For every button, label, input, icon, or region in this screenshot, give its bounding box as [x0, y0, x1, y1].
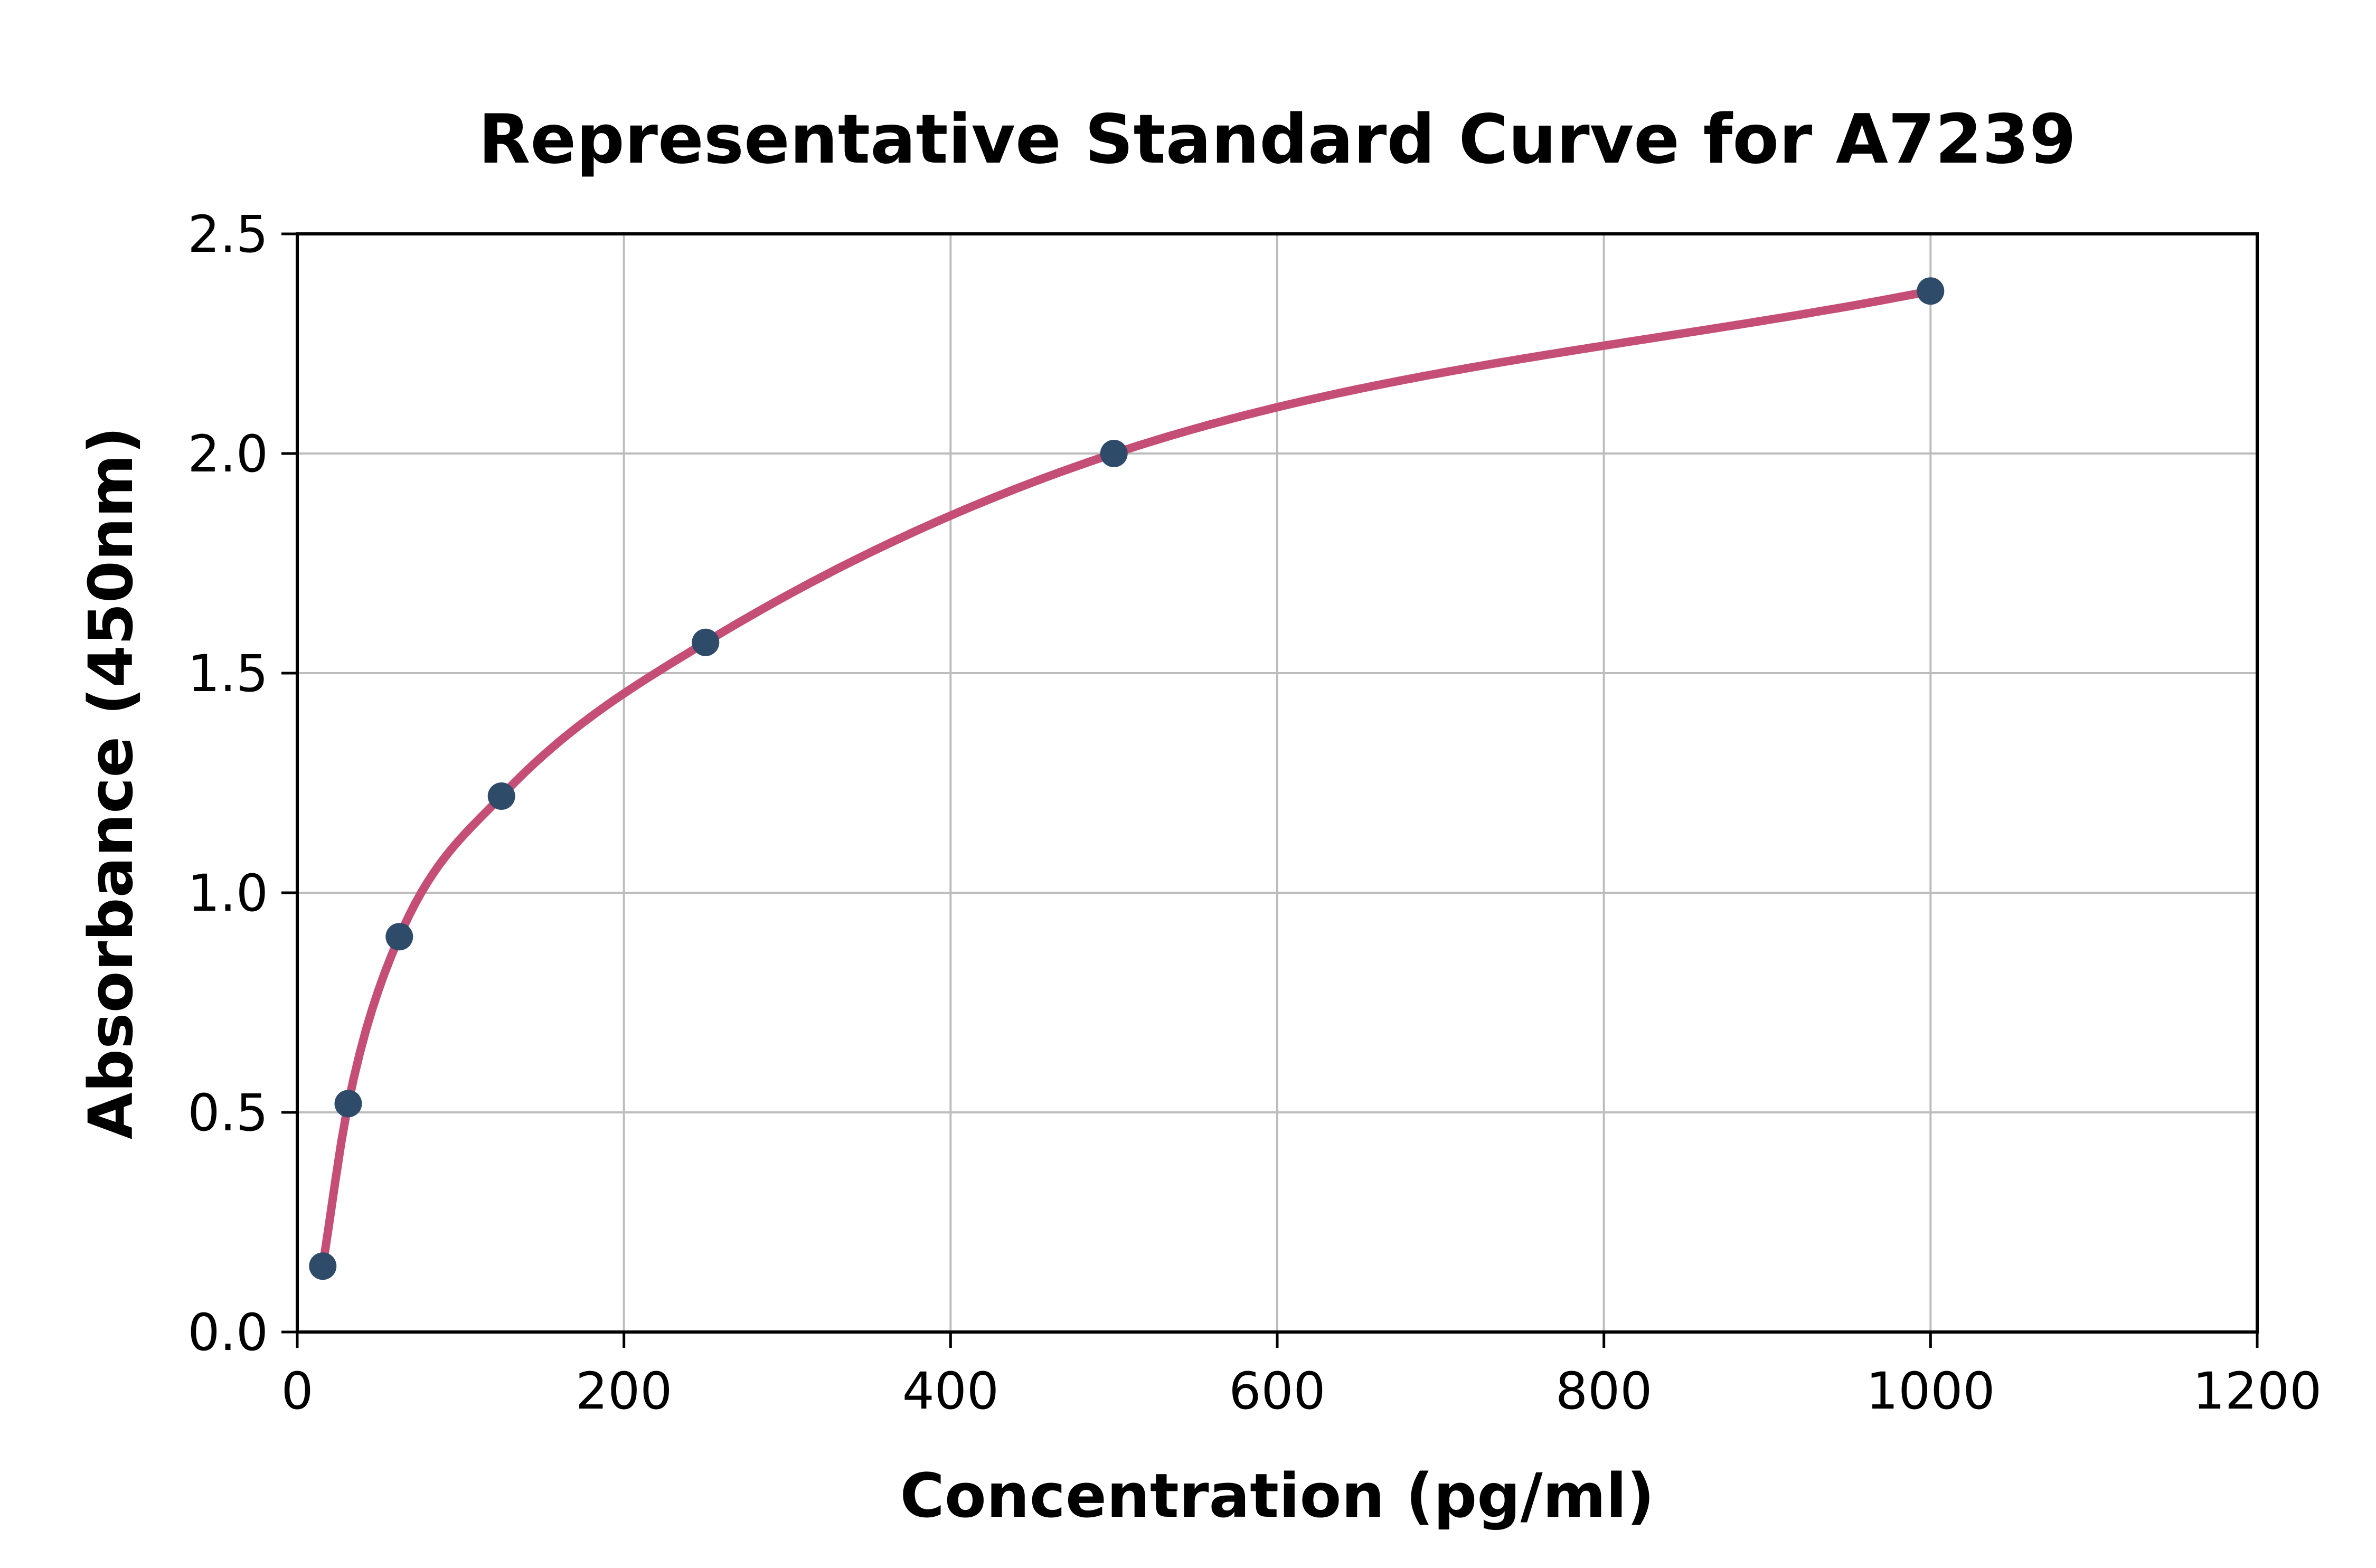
- x-tick-label-0: 0: [281, 1362, 313, 1421]
- x-tick-label-600: 600: [1229, 1362, 1325, 1421]
- y-tick-label-2.5: 2.5: [187, 205, 268, 264]
- data-point-62.5: [385, 923, 413, 951]
- y-tick-label-0.0: 0.0: [187, 1303, 268, 1362]
- x-tick-label-1000: 1000: [1866, 1362, 1995, 1421]
- y-axis-label: Absorbance (450nm): [76, 427, 147, 1139]
- data-point-125: [487, 782, 515, 810]
- x-tick-label-400: 400: [902, 1362, 999, 1421]
- data-point-15.6: [309, 1252, 337, 1280]
- x-axis-label: Concentration (pg/ml): [900, 1461, 1655, 1532]
- data-points: [309, 277, 1945, 1280]
- tick-labels: 0 200 400 600 800 1000 1200 0.0 0.5 1.0 1.5 2.0 2.5: [187, 205, 2322, 1421]
- x-tick-label-200: 200: [576, 1362, 672, 1421]
- tick-marks: [281, 232, 2259, 1348]
- fitted-curve-line: [318, 287, 1935, 1271]
- y-tick-label-2.0: 2.0: [187, 424, 268, 484]
- y-tick-label-1.5: 1.5: [187, 644, 268, 703]
- x-tick-label-1200: 1200: [2193, 1362, 2322, 1421]
- data-point-500: [1100, 440, 1128, 467]
- gridlines: [296, 233, 2258, 1333]
- chart-title: Representative Standard Curve for A7239: [478, 100, 2076, 179]
- x-tick-label-800: 800: [1555, 1362, 1652, 1421]
- data-point-1000: [1917, 277, 1945, 305]
- y-tick-label-1.0: 1.0: [187, 864, 268, 923]
- data-point-250: [692, 628, 720, 656]
- data-point-31.2: [334, 1090, 362, 1118]
- y-tick-label-0.5: 0.5: [187, 1083, 268, 1142]
